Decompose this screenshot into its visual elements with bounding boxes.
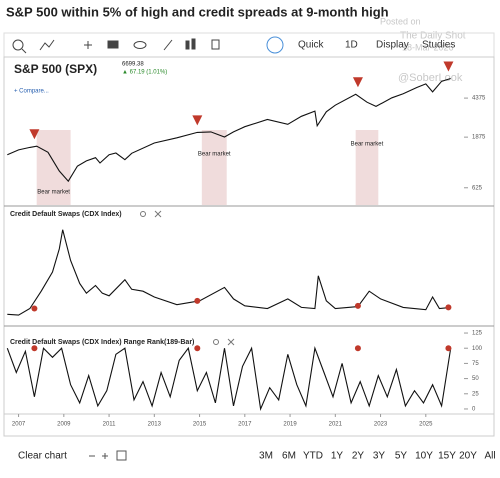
annotation-label: Bear market [351,142,384,148]
signal-marker [445,345,452,352]
bear-market-shade [201,130,227,205]
x-tick-label: 2017 [238,422,252,428]
y-tick-label: 75 [472,361,479,367]
x-tick-label: 2023 [374,422,388,428]
range-button[interactable]: YTD [303,451,323,462]
studies-button[interactable]: Studies [422,40,455,51]
range-button[interactable]: 20Y [459,451,477,462]
annotation-label: Bear market [37,190,70,196]
signal-marker [31,345,38,352]
y-tick-label: 4375 [472,96,486,102]
x-tick-label: 2025 [419,422,433,428]
quick-button[interactable]: Quick [298,40,325,51]
annotation-label: Bear market [198,152,231,158]
y-tick-label: 100 [472,346,483,352]
x-tick-label: 2019 [283,422,297,428]
interval-button[interactable]: 1D [345,40,358,51]
display-button[interactable]: Display [376,40,409,51]
signal-marker [194,297,201,304]
signal-marker [354,345,361,352]
page-title: S&P 500 within 5% of high and credit spr… [6,4,389,19]
toolbar-icons [12,36,284,54]
watermark: @SoberLook [398,72,463,84]
signal-marker [443,61,454,72]
range-button[interactable]: 10Y [415,451,433,462]
compare-button[interactable]: + Compare... [14,89,49,95]
panel-title: S&P 500 (SPX) [14,62,97,76]
price-change: ▲ 67.19 (1.01%) [122,70,167,76]
y-tick-label: 25 [472,391,479,397]
panel-title: Credit Default Swaps (CDX Index) [10,211,122,218]
signal-marker [192,115,203,126]
x-tick-label: 2009 [57,422,71,428]
range-button[interactable]: 5Y [395,451,408,462]
range-button[interactable]: 3Y [373,451,386,462]
range-button[interactable]: 15Y [438,451,456,462]
signal-marker [354,302,361,309]
signal-marker [194,345,201,352]
signal-marker [352,77,363,88]
chart-frame [3,56,495,437]
range-button[interactable]: 1Y [331,451,344,462]
x-tick-label: 2007 [12,422,26,428]
watermark: Posted on [380,16,421,26]
series-line [7,77,451,183]
watermark: The Daily Shot [400,31,466,42]
y-tick-label: 0 [472,407,476,413]
y-tick-label: 50 [472,376,479,382]
range-button[interactable]: All [484,451,495,462]
signal-marker [31,305,38,312]
y-tick-label: 1875 [472,135,486,141]
bear-market-shade [36,130,71,205]
x-tick-label: 2013 [148,422,162,428]
range-button[interactable]: 3M [259,451,273,462]
panel-icons [140,210,235,346]
watermark: 18-Mar-2026 [402,42,454,52]
y-tick-label: 125 [472,331,483,337]
range-button[interactable]: 6M [282,451,296,462]
clear-chart-button[interactable]: Clear chart [18,451,67,462]
x-tick-label: 2011 [103,422,117,428]
y-tick-label: 625 [472,185,483,191]
signal-marker [445,304,452,311]
bear-market-shade [355,130,379,205]
x-tick-label: 2015 [193,422,207,428]
zoom-icons [89,450,127,461]
series-line [6,346,452,412]
x-tick-label: 2021 [329,422,343,428]
last-price: 6699.38 [122,62,144,68]
signal-marker [29,129,40,140]
panel-title: Credit Default Swaps (CDX Index) Range R… [10,339,194,346]
range-button[interactable]: 2Y [352,451,365,462]
